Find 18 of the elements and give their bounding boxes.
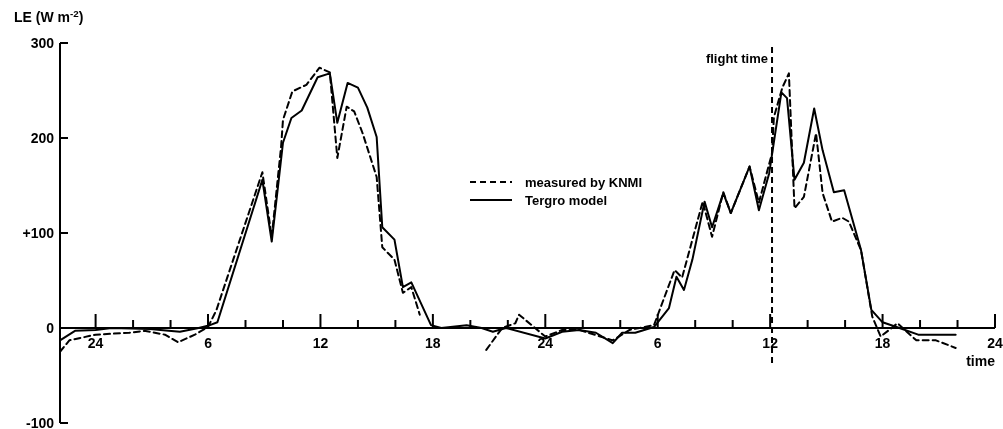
x-tick-label: 6	[653, 335, 662, 351]
y-tick-label: -100	[25, 414, 55, 429]
x-tick-label: 18	[425, 335, 441, 351]
x-tick-label: 24	[87, 335, 104, 351]
x-tick-label: 24	[987, 335, 1003, 351]
ref-line-label: flight time	[705, 51, 769, 66]
x-tick-label: 12	[312, 335, 329, 351]
legend-label: measured by KNMI	[525, 174, 643, 190]
y-tick-label: 300	[30, 34, 55, 51]
y-tick-label: +100	[22, 224, 55, 241]
x-tick-label: 6	[204, 335, 213, 351]
y-tick-label: 0	[46, 319, 55, 336]
x-tick-label: 18	[874, 335, 891, 351]
x-axis-title: time	[966, 353, 996, 369]
x-tick-label: 24	[537, 335, 554, 351]
y-axis-title: LE (W m$^{-2}$)	[14, 7, 84, 25]
y-tick-label: 200	[30, 129, 55, 146]
legend-label: Tergro model	[525, 192, 608, 208]
